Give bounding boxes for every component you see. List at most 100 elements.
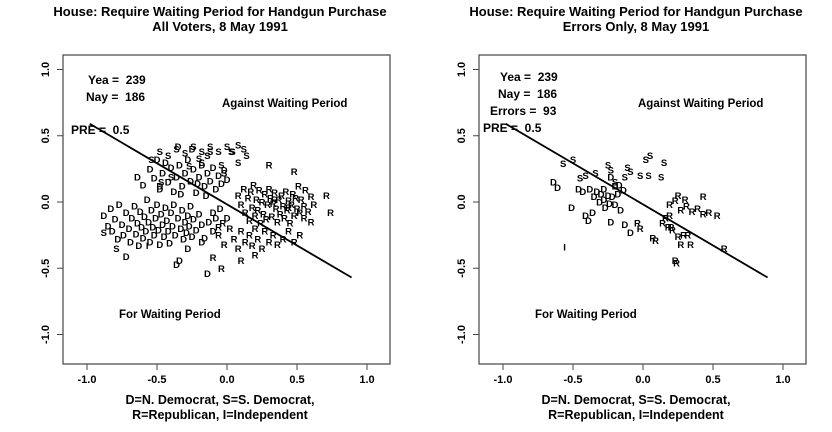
right-chart-title-line2: Errors Only, 8 May 1991 (563, 19, 709, 34)
data-point-R-nay: R (250, 180, 257, 191)
data-point-R-nay: R (235, 191, 242, 202)
y-tick-label: 1.0 (456, 62, 468, 77)
left-chart: House: Require Waiting Period for Handgu… (40, 4, 391, 422)
data-point-S-yea: S (647, 151, 653, 162)
cutting-line (505, 123, 769, 279)
data-point-D-yea: D (156, 240, 163, 251)
data-point-S-yea: S (207, 147, 213, 158)
data-point-D-yea: D (155, 225, 162, 236)
data-point-R-nay: R (669, 225, 676, 236)
data-point-R-nay: R (323, 191, 330, 202)
data-point-R-nay: R (261, 190, 268, 201)
data-point-D-yea: D (140, 233, 147, 244)
data-point-R-yea: R (226, 224, 233, 235)
against-region-label: Against Waiting Period (638, 98, 763, 110)
data-point-D-yea: D (176, 256, 183, 267)
data-point-S-yea: S (624, 163, 630, 174)
data-point-D-yea: D (203, 191, 210, 202)
data-point-D-nay: D (198, 160, 205, 171)
data-point-D-yea: D (123, 208, 130, 219)
data-point-D-yea: D (116, 200, 123, 211)
data-point-R-nay: R (273, 204, 280, 215)
data-point-R-nay: R (680, 231, 687, 242)
data-point-D-nay: D (598, 190, 605, 201)
data-point-S-yea: S (605, 160, 611, 171)
data-point-D-yea: D (170, 200, 177, 211)
data-point-D-yea: D (134, 219, 141, 230)
data-point-D-yea: D (204, 269, 211, 280)
data-point-D-nay: D (612, 200, 619, 211)
data-point-R-nay: R (266, 184, 273, 195)
data-point-R-nay: R (242, 208, 249, 219)
data-point-R-nay: R (291, 167, 298, 178)
data-point-S-yea: S (658, 172, 664, 183)
data-point-S-nay: S (207, 142, 213, 153)
data-point-S-nay: S (224, 142, 230, 153)
data-point-R-nay: R (249, 203, 256, 214)
data-point-S-yea: S (637, 171, 643, 182)
data-point-R-yea: R (285, 227, 292, 238)
data-point-R-nay: R (673, 258, 680, 269)
data-point-D-yea: D (127, 237, 134, 248)
legend-yea-count: Yea = 239 (500, 70, 558, 84)
data-point-D-nay: D (212, 184, 219, 195)
data-point-S-yea: S (186, 162, 192, 173)
data-point-R-nay: R (275, 195, 282, 206)
x-tick-label: -1.0 (78, 374, 97, 386)
data-point-D-yea: D (172, 231, 179, 242)
data-point-D-yea: D (168, 208, 175, 219)
data-point-D-nay: D (196, 172, 203, 183)
data-point-S-yea: S (622, 172, 628, 183)
data-point-D-yea: D (145, 217, 152, 228)
data-point-S-yea: S (235, 158, 241, 169)
data-point-D-nay: D (210, 163, 217, 174)
data-point-R-yea: R (215, 231, 222, 242)
data-point-D-nay: D (605, 191, 612, 202)
data-point-D-yea: D (149, 223, 156, 234)
data-point-S-nay: S (229, 147, 235, 158)
data-point-D-yea: D (196, 209, 203, 220)
data-point-R-nay: R (278, 191, 285, 202)
data-point-D-yea: D (105, 221, 112, 232)
data-point-R-yea: R (666, 200, 673, 211)
data-point-D-nay: D (189, 145, 196, 156)
data-point-D-nay: D (201, 182, 208, 193)
data-point-D-yea: D (201, 233, 208, 244)
data-point-R-yea: R (210, 253, 217, 264)
data-point-D-yea: D (152, 213, 159, 224)
data-point-R-nay: R (659, 219, 666, 230)
dynamic-layer: -1.0 -0.5 0.0 0.5 1.01.00.50.0-0.5-1.0DDDDDD… (40, 62, 375, 386)
data-point-R-nay: R (285, 196, 292, 207)
data-point-S-nay: S (182, 148, 188, 159)
data-point-R-nay: R (268, 212, 275, 223)
data-point-D-yea: D (133, 229, 140, 240)
y-tick-label: 0.0 (40, 194, 52, 209)
data-point-R-nay: R (634, 219, 641, 230)
data-point-R-nay: R (277, 209, 284, 220)
data-point-R-nay: R (274, 217, 281, 228)
data-point-D-nay: D (207, 176, 214, 187)
data-point-D-yea: D (112, 215, 119, 226)
data-point-D-nay: D (617, 205, 624, 216)
data-point-S-yea: S (645, 171, 651, 182)
data-point-R-nay: R (263, 215, 270, 226)
data-point-D-yea: D (607, 172, 614, 183)
data-point-S-yea: S (627, 167, 633, 178)
data-point-R-yea: R (296, 231, 303, 242)
data-point-D-yea: D (100, 211, 107, 222)
data-point-D-yea: D (161, 232, 168, 243)
data-point-S-nay: S (199, 147, 205, 158)
data-point-R-nay: R (652, 236, 659, 247)
y-tick-label: 0.5 (456, 128, 468, 143)
data-point-D-yea: D (616, 180, 623, 191)
data-point-D-nay: D (168, 163, 175, 174)
data-point-R-nay: R (298, 195, 305, 206)
data-point-D-yea: D (177, 224, 184, 235)
data-point-D-yea: D (142, 227, 149, 238)
data-point-R-yea: R (683, 201, 690, 212)
data-point-S-yea: S (243, 151, 249, 162)
x-tick-label: -0.5 (148, 374, 167, 386)
data-point-D-yea: D (135, 241, 142, 252)
data-point-R-nay: R (280, 201, 287, 212)
data-point-D-nay: D (591, 192, 598, 203)
